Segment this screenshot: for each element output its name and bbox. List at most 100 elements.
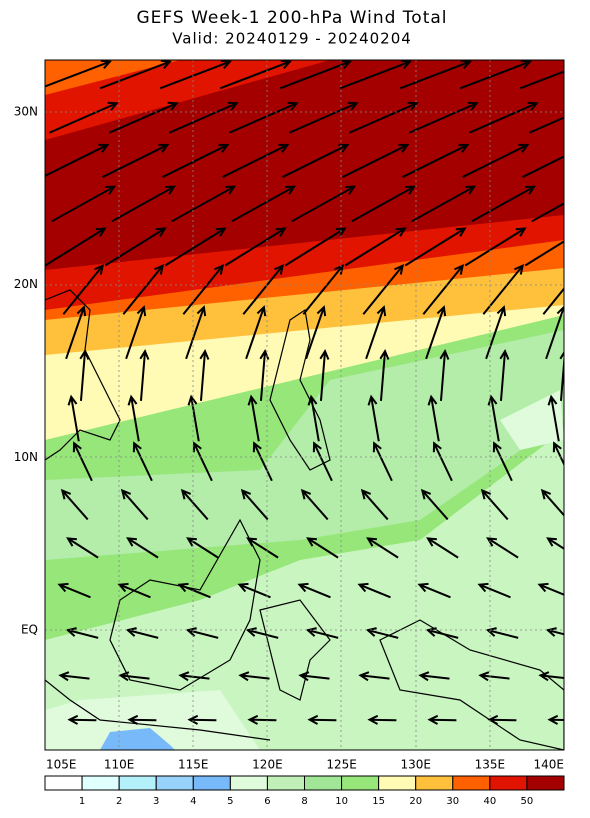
colorbar-label: 50 [521,796,534,807]
wind-arrow [219,60,292,90]
x-label: 120E [252,758,283,772]
colorbar-label: 30 [446,796,459,807]
wind-arrow [120,488,149,521]
wind-arrow [99,60,172,90]
colorbar-label: 40 [483,796,496,807]
wind-arrow [247,394,260,442]
wind-arrow [399,60,472,90]
wind-arrow [231,185,297,223]
colorbar-label: 1 [79,796,85,807]
wind-arrow [279,60,352,90]
band-4-5 [100,728,175,750]
wind-arrow [237,582,271,599]
wind-arrow [246,537,279,559]
wind-arrow [67,394,80,442]
wind-arrow [245,305,267,360]
wind-arrow [478,671,510,682]
colorbar-box [489,775,528,791]
colorbar-box [229,775,268,791]
wind-arrow [45,227,107,267]
wind-arrow [492,441,513,482]
wind-arrow [540,488,564,517]
colorbar-box [118,775,157,791]
wind-arrow [192,441,213,482]
wind-arrow [546,537,564,550]
wind-arrow [365,627,399,639]
wind-arrow [542,287,564,315]
wind-arrow [79,348,90,401]
x-label: 130E [400,758,431,772]
wind-arrow [426,537,459,559]
axis-labels: 105E 110E 115E 120E 125E 130E 135E 140E 30N 20N 10… [14,105,564,772]
wind-arrow [60,488,89,521]
y-label: 20N [14,277,38,291]
colorbar-label: 2 [116,796,122,807]
wind-arrow [425,627,459,639]
wind-arrow [178,671,210,682]
wind-arrow [485,627,519,639]
wind-arrow [182,264,225,315]
wind-arrow [362,264,405,315]
map-fill [45,60,564,750]
wind-arrow [125,305,147,360]
wind-arrow [531,202,564,223]
wind-arrow [351,185,417,223]
colorbar-label: 4 [190,796,196,807]
wind-arrow [499,348,510,401]
wind-arrow [522,155,564,178]
wind-arrow [66,537,99,559]
graticule [45,60,564,750]
wind-arrow [187,394,200,442]
wind-arrow [365,305,387,360]
wind-arrow [65,627,99,639]
wind-arrow [108,101,179,134]
wind-arrow [459,60,532,90]
y-label: 10N [14,450,38,464]
wind-arrow [366,537,399,559]
wind-arrow [519,70,564,90]
wind-arrow [464,227,527,267]
wind-arrow [487,394,500,442]
wind-arrow [552,441,564,467]
wind-arrow [222,143,290,178]
x-label: 105E [46,758,77,772]
colorbar-box [526,775,565,791]
wind-arrow [168,101,239,134]
wind-arrow [238,671,270,682]
wind-arrow [240,488,269,521]
wind-arrow [547,714,564,725]
wind-arrow [367,714,397,725]
wind-arrow [545,627,564,637]
colorbar: 1 2 3 4 5 6 8 10 15 20 30 40 50 [44,775,565,807]
x-label: 125E [326,758,357,772]
band-40-50-top [45,60,330,140]
wind-arrow [379,348,390,401]
wind-arrow [306,537,339,559]
wind-arrow [297,582,331,599]
wind-arrow [427,714,457,725]
wind-arrow [62,264,105,315]
colorbar-box [81,775,120,791]
wind-arrow [319,348,330,401]
wind-arrow [418,671,450,682]
wind-arrow [298,671,330,682]
wind-arrow [171,185,237,223]
wind-arrow [300,488,329,521]
colorbar-box [378,775,417,791]
wind-arrow [159,60,232,90]
wind-arrow [312,441,333,482]
colorbar-label: 6 [264,796,270,807]
wind-arrow [247,714,277,725]
wind-arrow [104,227,167,267]
subtitle: Valid: 20240129 - 20240204 [172,30,412,48]
wind-arrow [199,348,210,401]
wind-arrow [344,227,407,267]
colorbar-box [155,775,194,791]
wind-arrow [242,264,285,315]
map-frame [44,59,565,751]
wind-arrow [118,671,150,682]
wind-arrow [185,305,207,360]
wind-arrow [45,60,112,88]
wind-arrow [58,671,90,682]
